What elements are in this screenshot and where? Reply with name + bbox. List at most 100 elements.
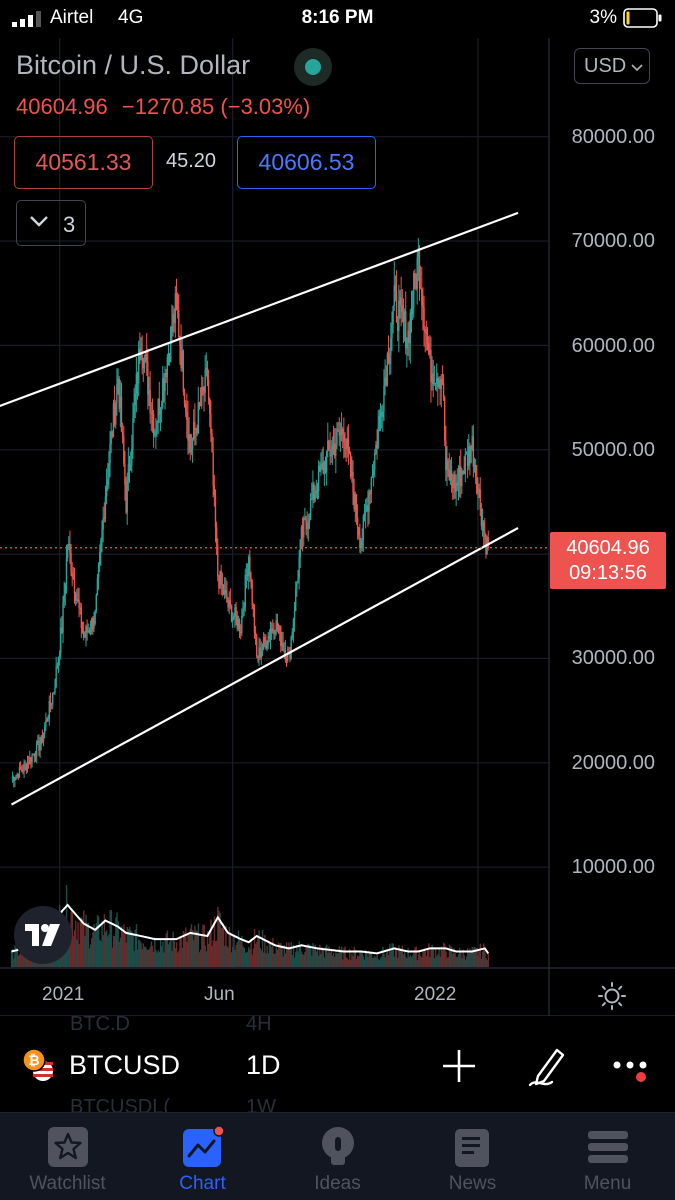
volume-bar (403, 952, 406, 967)
candle-body (176, 294, 179, 311)
volume-bar (241, 935, 243, 967)
tab-ideas[interactable]: Ideas (270, 1113, 405, 1200)
volume-bar (300, 951, 303, 967)
candle-body (376, 444, 378, 449)
candle-body (62, 602, 64, 633)
candle-body (93, 623, 95, 629)
volume-bar (204, 945, 206, 967)
volume-bar (273, 953, 275, 967)
candle-body (170, 326, 172, 362)
candle-body (446, 460, 448, 471)
candle-body (278, 626, 281, 631)
volume-bar (131, 931, 133, 967)
candle-body (414, 273, 416, 279)
volume-bar (92, 932, 94, 967)
candle-body (41, 735, 44, 742)
volume-bar (465, 956, 468, 967)
volume-bar (283, 945, 286, 967)
volume-bar (225, 925, 227, 967)
volume-bar (120, 926, 123, 967)
candle-body (55, 666, 57, 687)
candle-body (323, 461, 326, 474)
volume-bar (96, 915, 99, 967)
volume-bar (422, 952, 424, 967)
volume-bar (416, 959, 418, 967)
buy-button[interactable]: 40606.53 (237, 136, 376, 189)
candle-body (430, 350, 432, 383)
volume-bar (260, 950, 263, 967)
volume-bar (226, 945, 228, 967)
volume-bar (83, 910, 85, 967)
candle-body (370, 477, 373, 495)
symbol-title[interactable]: Bitcoin / U.S. Dollar (16, 50, 251, 80)
candle-body (374, 453, 376, 470)
volume-bar (355, 958, 358, 967)
candle-body (457, 481, 460, 486)
candle-body (23, 764, 25, 772)
candle-body (128, 464, 131, 471)
volume-bar (179, 936, 181, 967)
candle-body (76, 599, 78, 601)
candle-body (105, 485, 108, 497)
tab-watchlist[interactable]: Watchlist (0, 1113, 135, 1200)
volume-bar (326, 944, 328, 967)
volume-bar (126, 927, 129, 967)
currency-selector[interactable]: USD (574, 48, 650, 84)
volume-bar (477, 955, 479, 967)
volume-bar (102, 935, 104, 967)
sell-button[interactable]: 40561.33 (14, 136, 153, 189)
candle-body (66, 546, 69, 558)
volume-bar (459, 947, 461, 967)
volume-bar (105, 930, 108, 967)
candle-body (273, 629, 275, 635)
candle-body (402, 312, 405, 322)
candle-body (306, 524, 308, 530)
volume-bar (428, 943, 430, 967)
tab-label: Watchlist (29, 1173, 106, 1194)
volume-bar (363, 959, 366, 967)
symbol-search-button[interactable]: BTCUSD (69, 1050, 181, 1080)
candle-body (405, 311, 407, 349)
candle-body (32, 754, 34, 756)
candle-body (132, 418, 134, 449)
tab-menu[interactable]: Menu (540, 1113, 675, 1200)
tab-news[interactable]: News (405, 1113, 540, 1200)
volume-bar (103, 913, 106, 967)
candle-body (283, 649, 285, 651)
more-options-icon[interactable] (612, 1055, 652, 1085)
volume-bar (301, 954, 304, 967)
volume-bar (327, 952, 329, 967)
volume-bar (87, 922, 90, 967)
candle-body (246, 574, 249, 576)
candle-body (384, 377, 386, 386)
indicators-toggle[interactable]: 3 (16, 200, 86, 246)
volume-bar (214, 941, 217, 967)
interval-button[interactable]: 1D (246, 1050, 281, 1080)
time-axis[interactable]: 2021 Jun 2022 (0, 968, 675, 1018)
settings-icon[interactable] (596, 980, 628, 1012)
volume-bar (423, 949, 425, 967)
candle-body (158, 399, 161, 415)
candle-body (46, 720, 48, 722)
candle-body (259, 647, 261, 658)
drawing-tools-icon[interactable] (526, 1044, 568, 1088)
volume-bar (99, 939, 101, 967)
volume-bar (199, 949, 202, 967)
carrier-name: Airtel (50, 7, 94, 28)
candle-body (301, 526, 304, 538)
candle-body (355, 494, 358, 518)
candle-body (212, 452, 214, 486)
plus-icon[interactable] (440, 1047, 478, 1085)
volume-bar (360, 952, 362, 967)
volume-bar (308, 944, 311, 967)
volume-bar (450, 946, 453, 967)
candle-body (356, 517, 359, 528)
candle-body (482, 521, 485, 532)
volume-bar (85, 914, 87, 967)
volume-bar (161, 946, 163, 967)
volume-bar (123, 924, 125, 967)
candle-body (395, 291, 398, 323)
volume-bar (400, 948, 402, 967)
candle-body (225, 590, 227, 594)
tab-chart[interactable]: Chart (135, 1113, 270, 1200)
